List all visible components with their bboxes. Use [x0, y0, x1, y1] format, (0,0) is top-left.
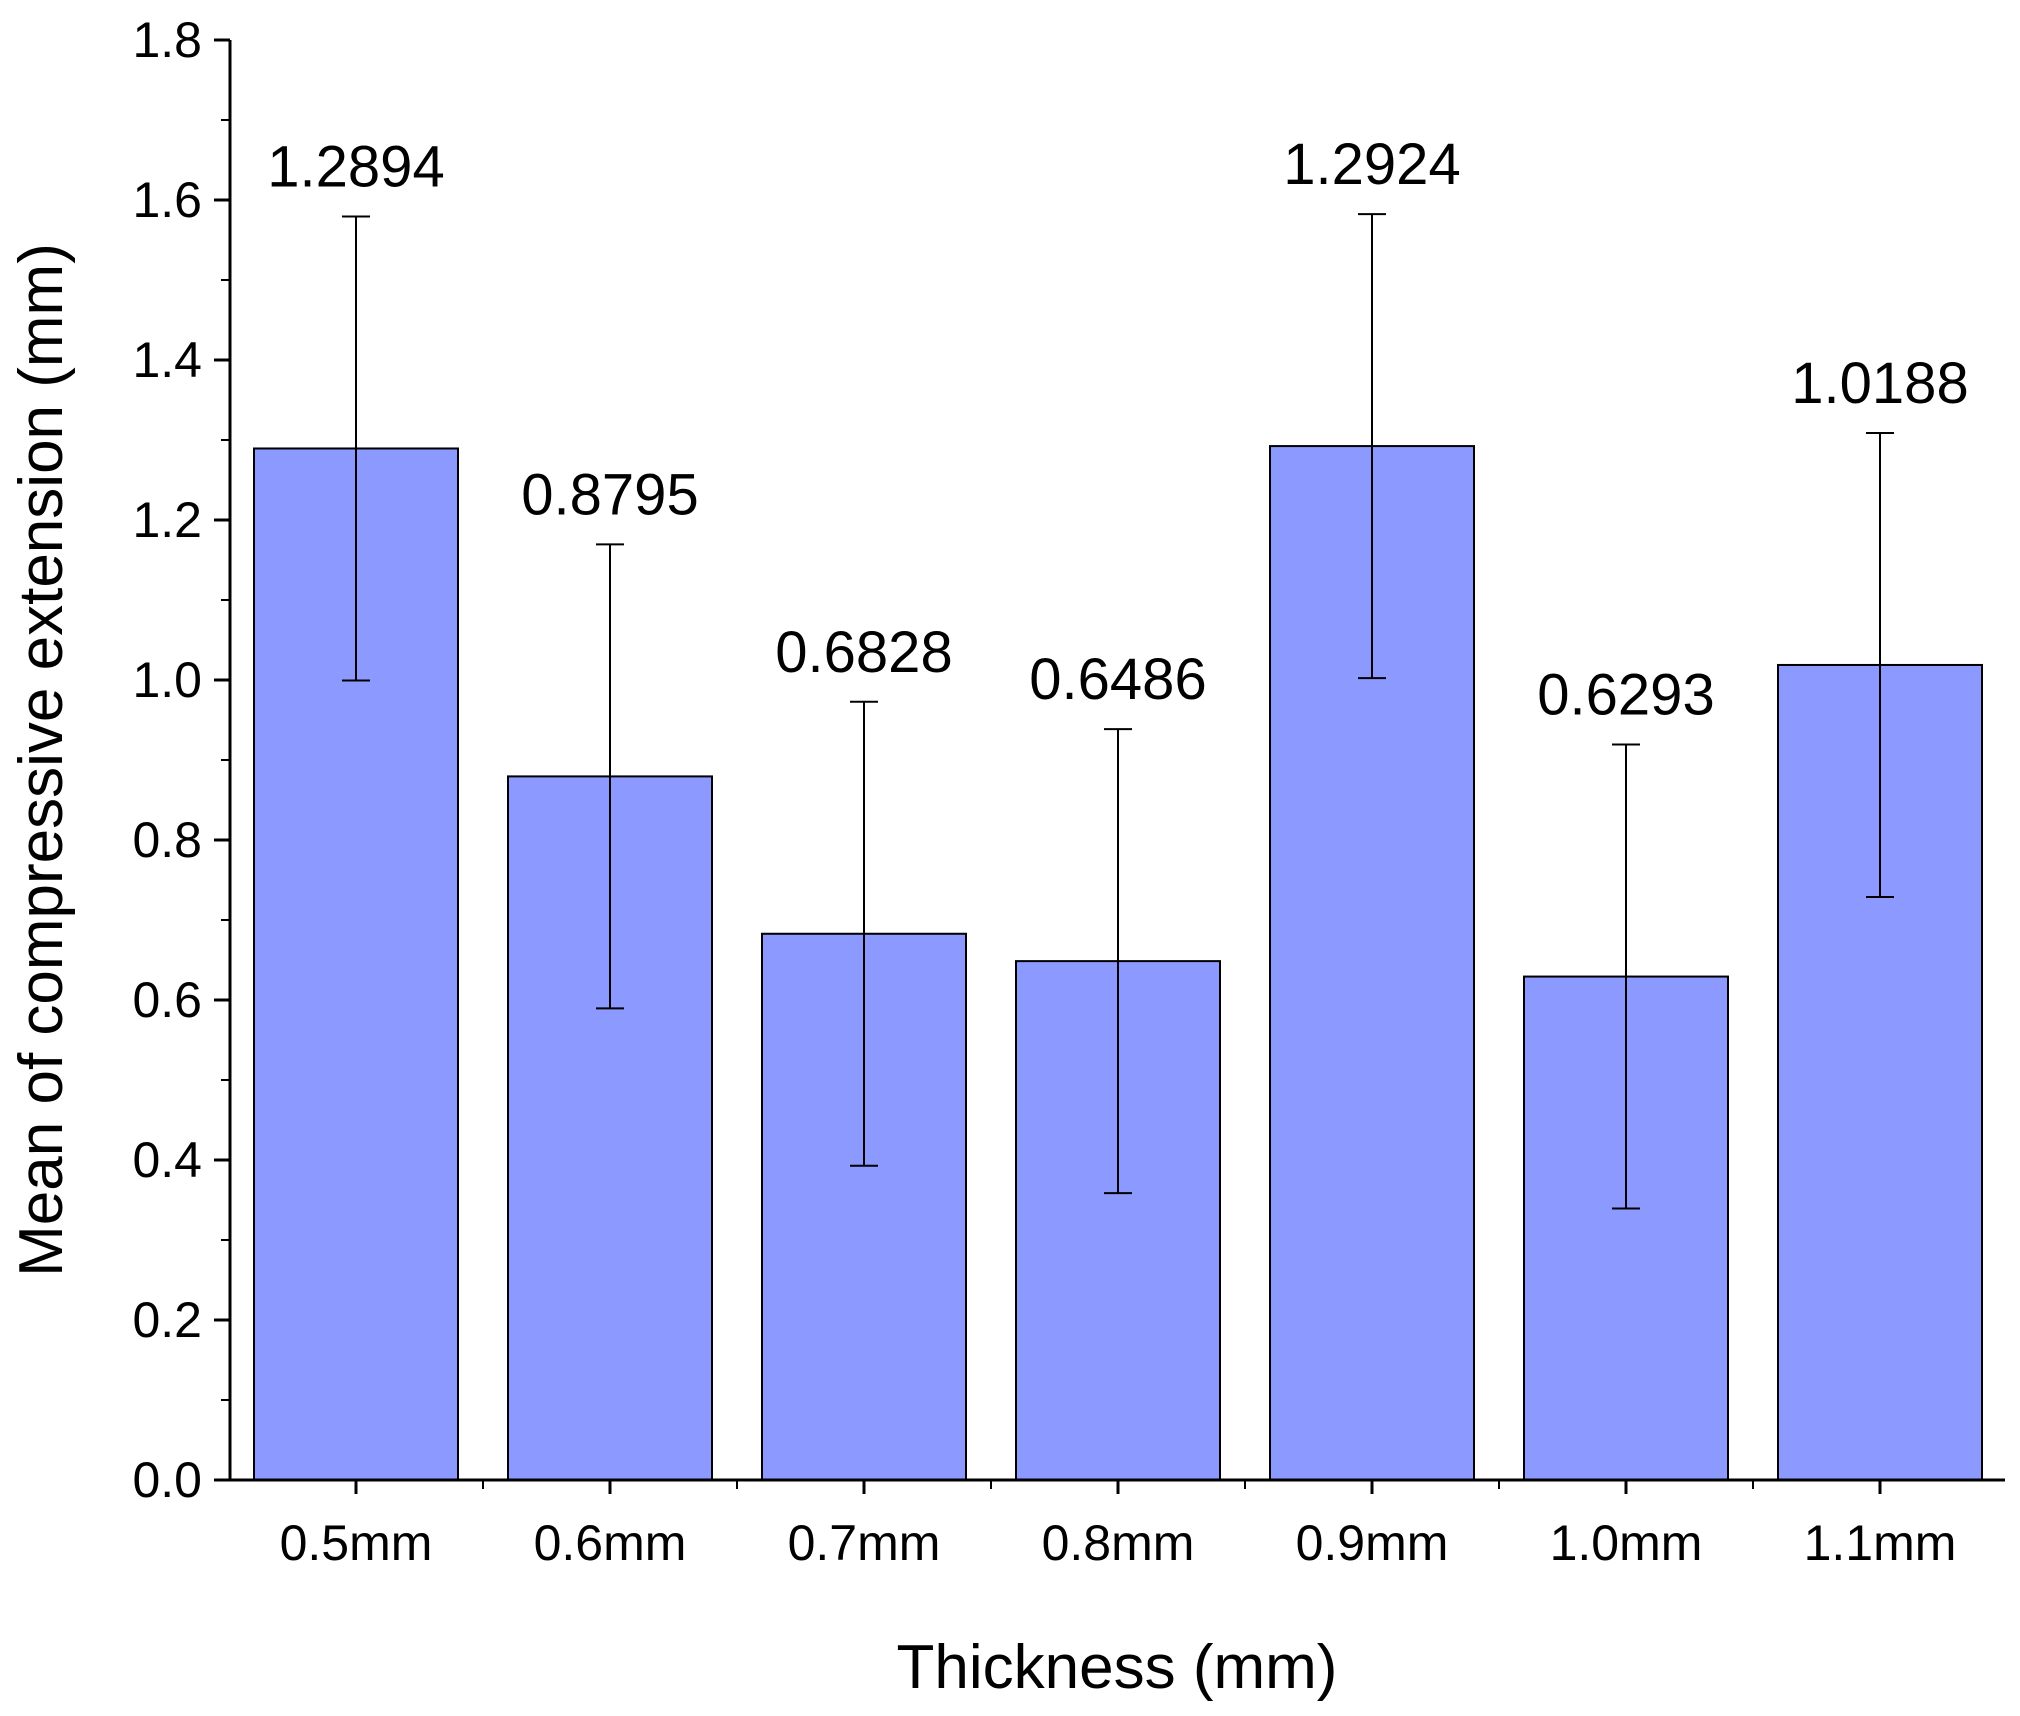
- data-label-0.6mm: 0.8795: [521, 462, 698, 527]
- data-label-1.0mm: 0.6293: [1537, 663, 1714, 728]
- data-label-1.1mm: 1.0188: [1791, 351, 1968, 416]
- x-ticks-layer: 0.5mm 0.6mm 0.7mm 0.8mm 0.9mm 1.0mm 1.1mm: [280, 1480, 1957, 1571]
- x-tick-label-1.0mm: 1.0mm: [1550, 1515, 1703, 1571]
- x-tick-label-1.1mm: 1.1mm: [1804, 1515, 1957, 1571]
- y-tick-label-0.0: 0.0: [132, 1452, 202, 1508]
- y-tick-label-1.8: 1.8: [132, 12, 202, 68]
- y-tick-label-1.4: 1.4: [132, 332, 202, 388]
- y-tick-label-0.2: 0.2: [132, 1292, 202, 1348]
- data-label-0.8mm: 0.6486: [1029, 647, 1206, 712]
- x-tick-label-0.8mm: 0.8mm: [1042, 1515, 1195, 1571]
- data-labels-layer: 1.2894 0.8795 0.6828 0.6486 1.2924 0.6293 1.01…: [267, 132, 1968, 727]
- y-tick-label-0.8: 0.8: [132, 812, 202, 868]
- data-label-0.9mm: 1.2924: [1283, 132, 1460, 197]
- x-tick-label-0.9mm: 0.9mm: [1296, 1515, 1449, 1571]
- y-tick-label-1.2: 1.2: [132, 492, 202, 548]
- y-tick-label-1.6: 1.6: [132, 172, 202, 228]
- x-axis-title: Thickness (mm): [897, 1633, 1338, 1702]
- x-tick-label-0.7mm: 0.7mm: [788, 1515, 941, 1571]
- x-tick-label-0.5mm: 0.5mm: [280, 1515, 433, 1571]
- x-tick-label-0.6mm: 0.6mm: [534, 1515, 687, 1571]
- y-tick-label-1.0: 1.0: [132, 652, 202, 708]
- y-axis-title: Mean of compressive extension (mm): [7, 243, 76, 1277]
- error-bars-layer: [342, 213, 1894, 1210]
- data-label-0.7mm: 0.6828: [775, 620, 952, 685]
- y-ticks-layer: 0.0 0.2 0.4 0.6 0.8 1.0 1.2 1.4 1.6 1.8: [132, 12, 230, 1508]
- y-tick-label-0.6: 0.6: [132, 972, 202, 1028]
- y-tick-label-0.4: 0.4: [132, 1132, 202, 1188]
- data-label-0.5mm: 1.2894: [267, 134, 444, 199]
